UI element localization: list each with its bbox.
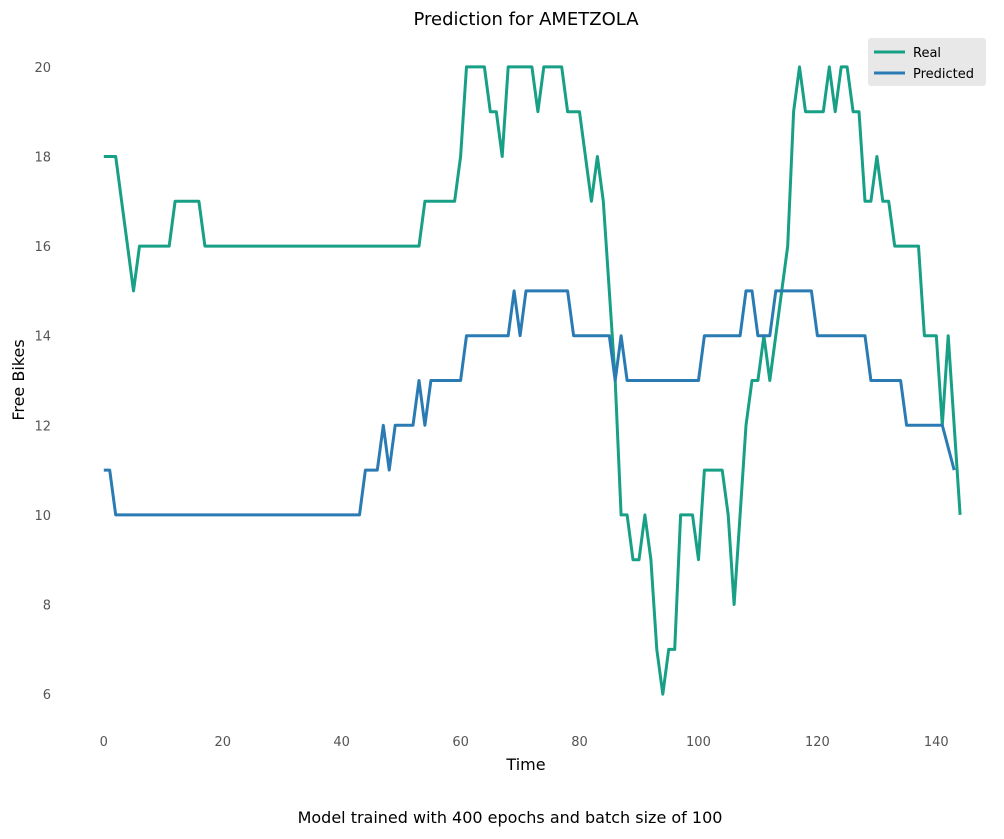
x-tick-label: 100 bbox=[686, 735, 711, 750]
legend-label-predicted: Predicted bbox=[913, 67, 974, 82]
series-line-real bbox=[103, 65, 962, 696]
y-tick-label: 16 bbox=[34, 240, 51, 255]
y-tick-label: 18 bbox=[34, 150, 51, 165]
series-lines bbox=[103, 65, 962, 696]
y-tick-label: 20 bbox=[34, 61, 51, 76]
y-tick-label: 12 bbox=[34, 419, 51, 434]
x-tick-label: 20 bbox=[214, 735, 231, 750]
x-tick-label: 80 bbox=[571, 735, 588, 750]
y-ticks: 6 8 10 12 14 16 18 20 bbox=[34, 61, 51, 703]
x-ticks: 0 20 40 60 80 100 120 140 bbox=[100, 735, 949, 750]
x-tick-label: 0 bbox=[100, 735, 108, 750]
y-axis-label: Free Bikes bbox=[9, 339, 28, 420]
legend-label-real: Real bbox=[913, 46, 941, 61]
chart-title: Prediction for AMETZOLA bbox=[413, 9, 639, 30]
x-tick-label: 140 bbox=[924, 735, 949, 750]
y-tick-label: 10 bbox=[34, 509, 51, 524]
chart-caption: Model trained with 400 epochs and batch … bbox=[297, 808, 723, 827]
legend: Real Predicted bbox=[868, 38, 986, 86]
x-tick-label: 60 bbox=[452, 735, 469, 750]
y-tick-label: 6 bbox=[43, 688, 51, 703]
y-tick-label: 14 bbox=[34, 330, 51, 345]
x-axis-label: Time bbox=[505, 755, 545, 774]
series-line-predicted bbox=[103, 289, 956, 517]
x-tick-label: 40 bbox=[333, 735, 350, 750]
y-tick-label: 8 bbox=[43, 599, 51, 614]
x-tick-label: 120 bbox=[805, 735, 830, 750]
